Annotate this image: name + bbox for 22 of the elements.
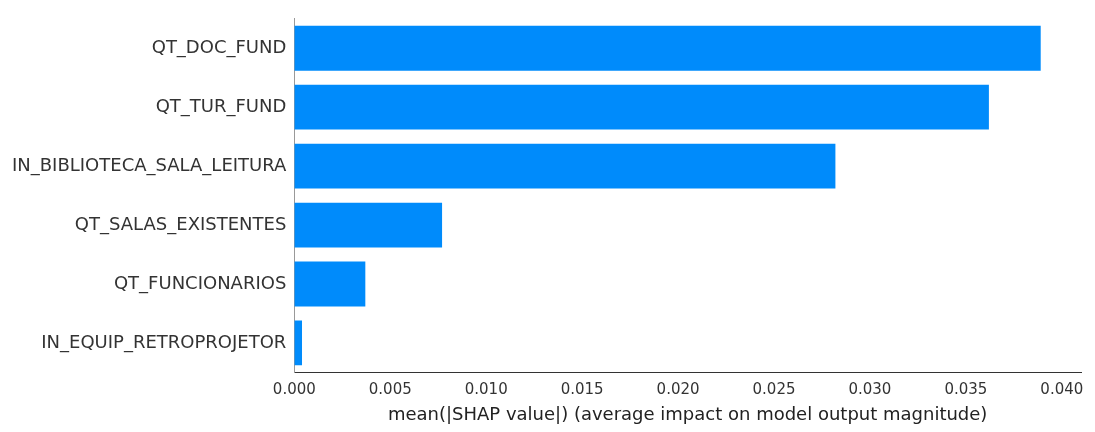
x-axis-title: mean(|SHAP value|) (average impact on model output magnitude)	[387, 402, 988, 424]
x-tick-label: 0.025	[752, 380, 796, 399]
y-tick-label: IN_EQUIP_RETROPROJETOR	[41, 330, 287, 353]
x-tick-label: 0.020	[656, 380, 700, 399]
x-tick-label: 0.010	[464, 380, 508, 399]
bar	[294, 25, 1041, 71]
bar	[294, 143, 836, 189]
bar	[294, 320, 303, 366]
x-tick-label: 0.040	[1040, 380, 1084, 399]
x-tick-label: 0.015	[560, 380, 604, 399]
x-tick-label: 0.000	[272, 380, 316, 399]
x-tick-label: 0.005	[368, 380, 412, 399]
y-tick-label: QT_TUR_FUND	[155, 94, 287, 117]
y-tick-label: IN_BIBLIOTECA_SALA_LEITURA	[11, 153, 288, 176]
x-tick-label: 0.035	[944, 380, 988, 399]
bar	[294, 261, 366, 307]
x-tick-label: 0.030	[848, 380, 892, 399]
y-tick-label: QT_DOC_FUND	[151, 35, 287, 58]
y-tick-label: QT_SALAS_EXISTENTES	[74, 212, 287, 235]
bar	[294, 84, 989, 130]
y-tick-label: QT_FUNCIONARIOS	[113, 271, 287, 294]
bar	[294, 202, 443, 248]
